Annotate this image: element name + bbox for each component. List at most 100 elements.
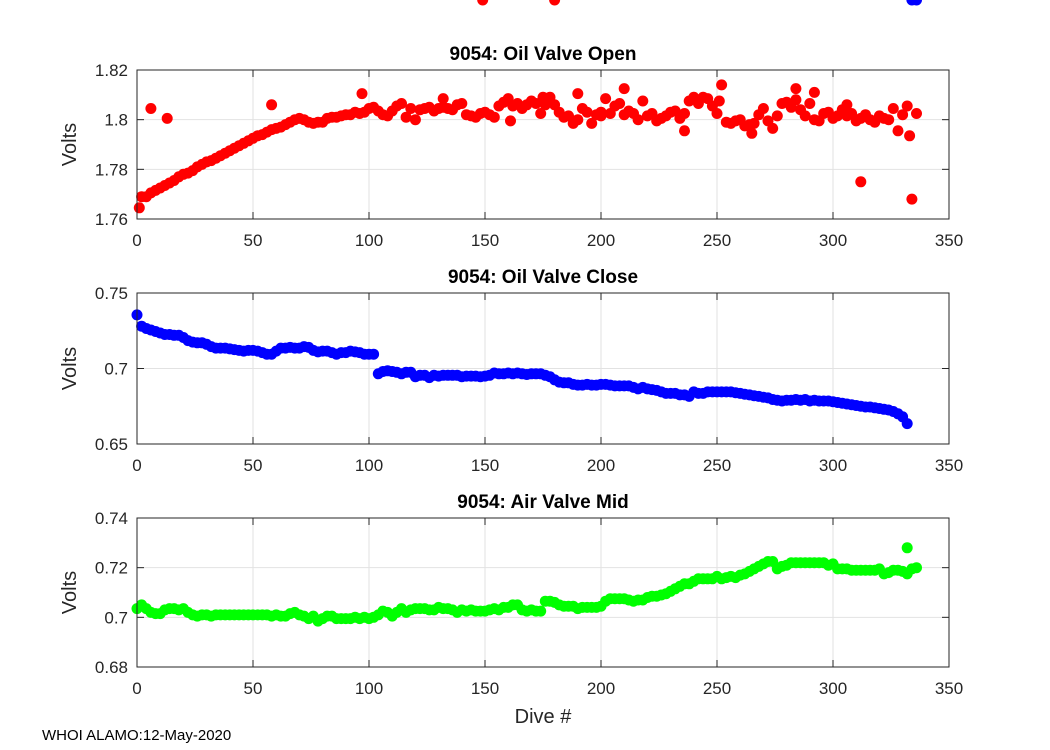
data-point	[790, 83, 802, 95]
data-point	[614, 98, 626, 109]
x-tick-label: 200	[587, 456, 615, 475]
data-point	[477, 0, 489, 6]
data-point	[618, 83, 630, 95]
chart-panel-1: 0 50 100 150 200 250 300 350 1.76 1.78 1.8 1.82 9054…	[59, 0, 963, 250]
data-point	[437, 93, 449, 105]
data-point	[901, 542, 913, 554]
x-axis-label: Dive #	[515, 706, 573, 728]
data-point	[799, 110, 811, 122]
data-point	[549, 0, 561, 6]
x-tick-label: 350	[935, 456, 963, 475]
y-axis-label: Volts	[59, 123, 81, 166]
data-point	[637, 95, 649, 107]
y-tick-label: 1.8	[104, 111, 128, 130]
data-point	[356, 88, 368, 100]
data-point	[911, 0, 922, 6]
data-point	[911, 108, 922, 119]
data-series	[131, 0, 922, 430]
axes-box	[136, 69, 950, 220]
data-point	[841, 110, 853, 122]
data-point	[535, 108, 547, 119]
data-point	[535, 605, 547, 617]
data-point	[396, 98, 407, 109]
y-axis-label: Volts	[59, 347, 81, 390]
data-point	[133, 202, 145, 214]
data-point	[911, 562, 922, 574]
data-point	[581, 106, 593, 118]
data-point	[767, 122, 779, 134]
y-tick-label: 0.65	[95, 435, 128, 454]
data-point	[887, 103, 899, 114]
x-tick-label: 50	[244, 456, 263, 475]
chart-title: 9054: Oil Valve Open	[450, 44, 637, 65]
x-tick-label: 150	[471, 679, 499, 698]
data-point	[808, 86, 820, 98]
data-point	[748, 117, 760, 129]
x-tick-label: 300	[819, 679, 847, 698]
x-tick-label: 250	[703, 456, 731, 475]
data-point	[488, 111, 500, 123]
x-tick-label: 300	[819, 456, 847, 475]
data-point	[906, 193, 918, 205]
footer-credit: WHOI ALAMO:12-May-2020	[42, 727, 232, 744]
data-point	[266, 99, 278, 111]
x-tick-label: 150	[471, 231, 499, 250]
data-point	[161, 112, 173, 124]
x-tick-label: 350	[935, 679, 963, 698]
x-tick-label: 250	[703, 231, 731, 250]
chart-title: 9054: Oil Valve Close	[448, 267, 638, 288]
data-point	[679, 125, 690, 137]
data-point	[841, 99, 853, 111]
data-point	[368, 348, 380, 360]
x-tick-label: 50	[244, 231, 263, 250]
x-tick-label: 350	[935, 231, 963, 250]
data-point	[892, 125, 904, 137]
x-tick-label: 50	[244, 679, 263, 698]
y-tick-label: 0.74	[95, 509, 128, 528]
data-point	[456, 98, 468, 109]
data-point	[855, 176, 867, 188]
y-tick-label: 1.78	[95, 160, 128, 179]
chart-panel-2: 0 50 100 150 200 250 300 350 0.65 0.7 0.75 9054: Oi…	[59, 0, 963, 475]
data-point	[537, 91, 549, 103]
data-point	[790, 94, 802, 106]
y-tick-label: 0.7	[104, 360, 128, 379]
y-tick-label: 0.68	[95, 658, 128, 677]
x-tick-label: 100	[355, 456, 383, 475]
data-point	[897, 109, 909, 121]
data-series	[133, 0, 922, 214]
data-point	[586, 117, 598, 129]
x-tick-label: 150	[471, 456, 499, 475]
data-point	[400, 111, 412, 123]
data-point	[679, 108, 690, 119]
data-point	[883, 114, 895, 126]
data-point	[632, 114, 644, 126]
x-tick-label: 100	[355, 231, 383, 250]
y-axis-label: Volts	[59, 571, 81, 614]
y-tick-label: 1.76	[95, 210, 128, 229]
y-tick-label: 0.7	[104, 608, 128, 627]
x-tick-label: 200	[587, 679, 615, 698]
x-tick-label: 200	[587, 231, 615, 250]
data-point	[901, 100, 913, 112]
x-tick-label: 0	[132, 231, 141, 250]
data-point	[746, 127, 758, 139]
data-point	[716, 79, 728, 91]
data-point	[804, 98, 816, 109]
data-point	[572, 88, 584, 100]
axes-box	[136, 517, 950, 668]
chart-panel-3: 0 50 100 150 200 250 300 350 0.68 0.7 0.72 0.74 9054…	[59, 492, 963, 728]
data-point	[595, 110, 607, 122]
chart-title: 9054: Air Valve Mid	[457, 492, 628, 513]
x-tick-label: 300	[819, 231, 847, 250]
data-point	[409, 114, 421, 126]
x-tick-label: 100	[355, 679, 383, 698]
data-point	[901, 418, 913, 430]
x-tick-label: 250	[703, 679, 731, 698]
data-series	[131, 542, 922, 627]
x-tick-label: 0	[132, 456, 141, 475]
y-tick-label: 0.72	[95, 559, 128, 578]
data-point	[771, 110, 783, 122]
data-point	[405, 103, 417, 114]
